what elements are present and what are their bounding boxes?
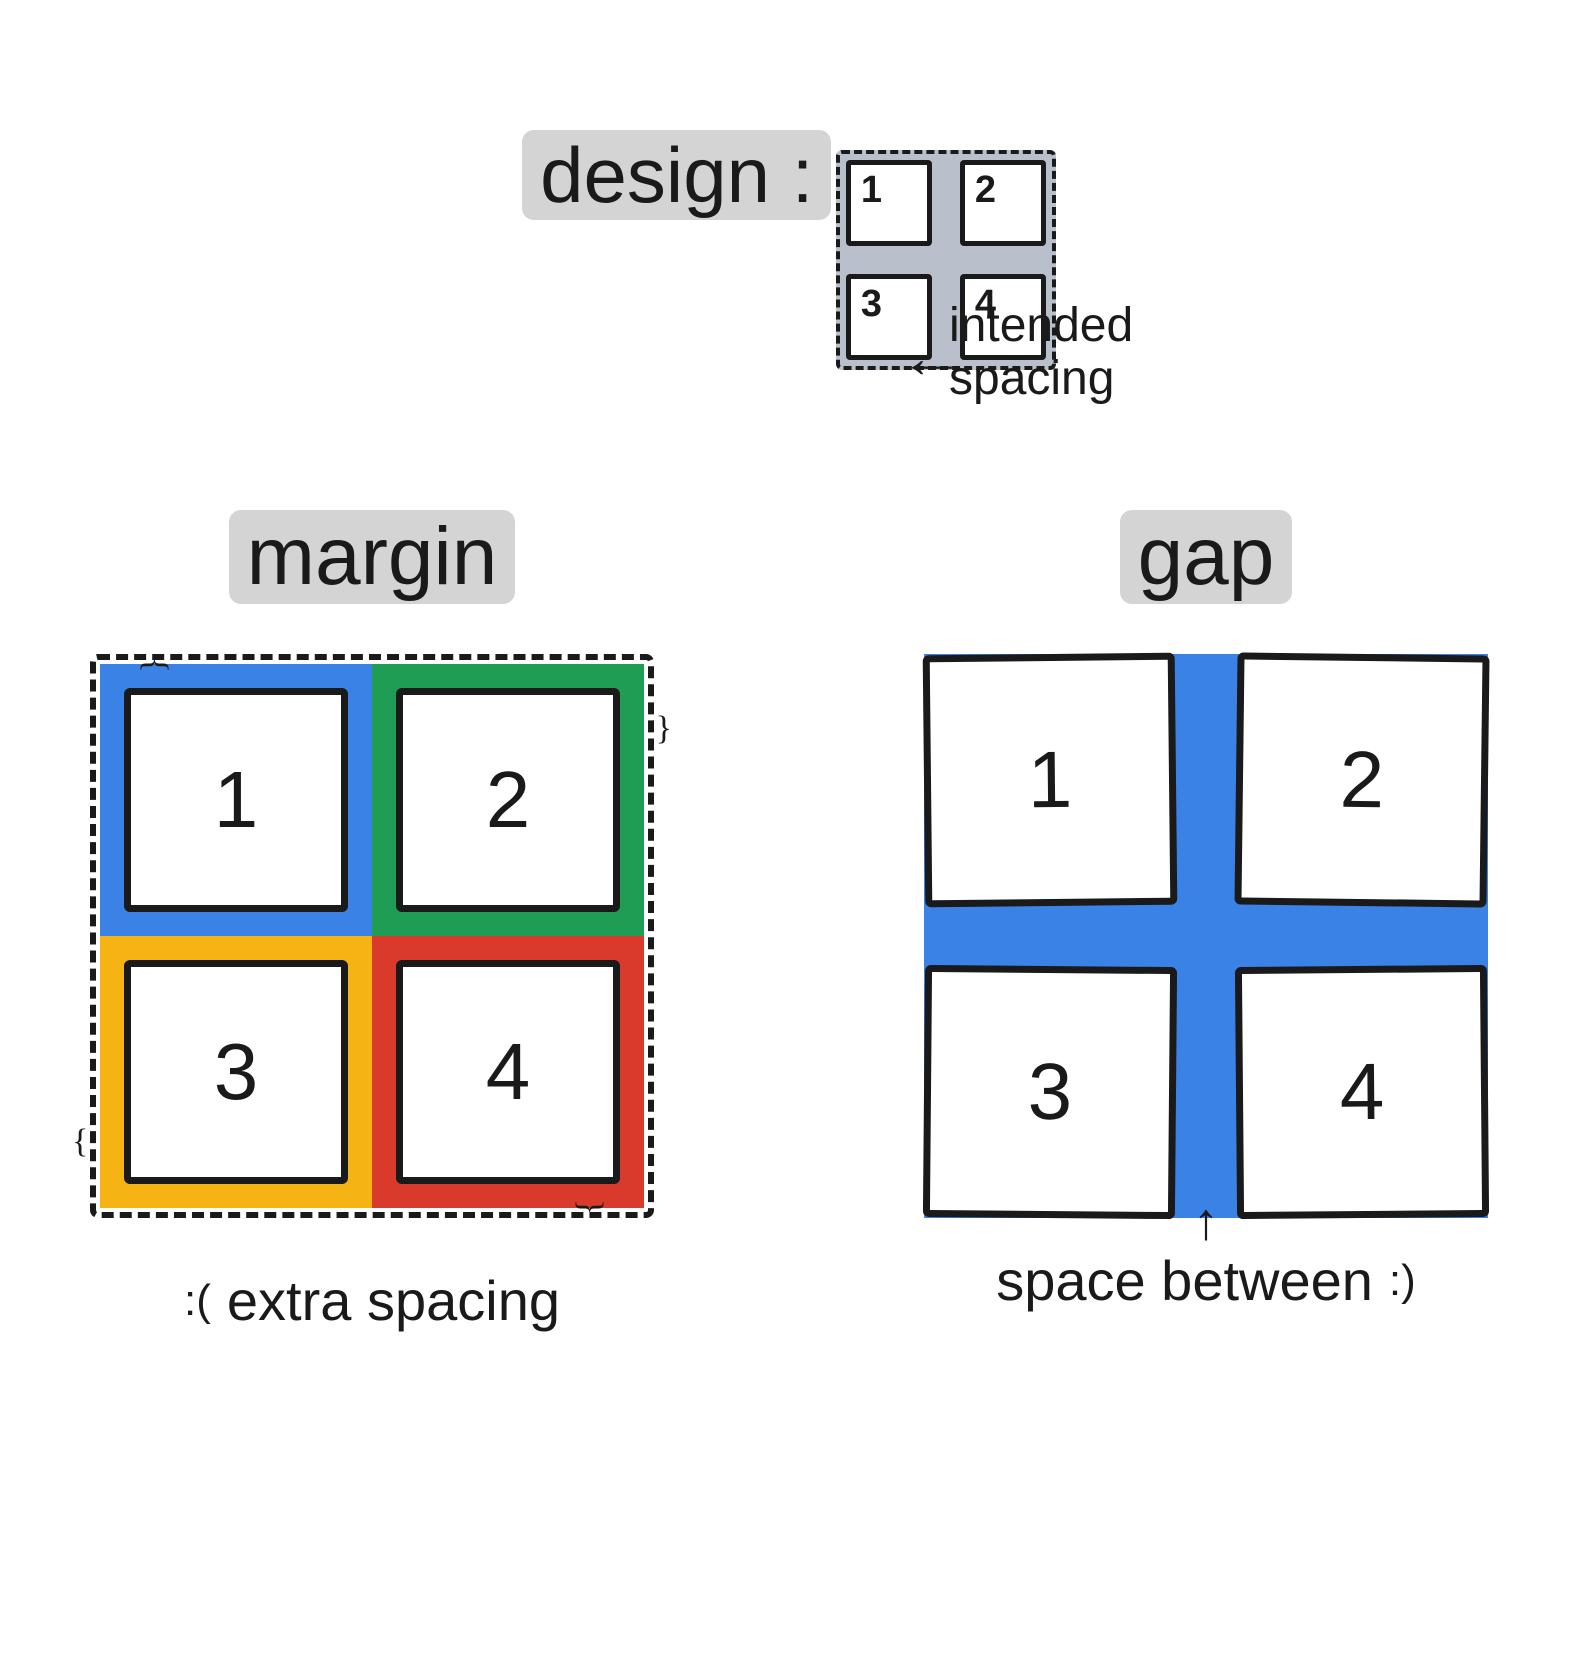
margin-diagram: } } } } 1 2 3 4 bbox=[90, 654, 654, 1218]
margin-cell-number: 1 bbox=[124, 688, 348, 912]
gap-diagram: 1 2 3 4 bbox=[924, 654, 1488, 1218]
margin-caption-text: extra spacing bbox=[227, 1268, 560, 1333]
gap-cell-3: 3 bbox=[923, 965, 1177, 1219]
curly-brace-icon: } bbox=[135, 657, 173, 673]
arrow-up-icon: ↑ bbox=[1193, 1192, 1219, 1252]
comparison-row: margin } } } } 1 2 3 4 :( extra spacing bbox=[0, 510, 1578, 1333]
design-annotation: intendedspacing bbox=[949, 300, 1133, 406]
margin-caption: :( extra spacing bbox=[184, 1268, 560, 1333]
margin-cell-number: 4 bbox=[396, 960, 620, 1184]
sad-face-icon: :( bbox=[184, 1276, 211, 1326]
gap-cell-4: 4 bbox=[1235, 965, 1489, 1219]
gap-cell-1: 1 bbox=[923, 653, 1178, 908]
design-cell-2: 2 bbox=[960, 160, 1046, 246]
gap-caption: ↑ space between :) bbox=[996, 1248, 1416, 1313]
gap-column: gap 1 2 3 4 ↑ space between :) bbox=[924, 510, 1488, 1333]
margin-cell-3: 3 bbox=[100, 936, 372, 1208]
curly-brace-icon: } bbox=[72, 1124, 88, 1162]
design-title: design : bbox=[522, 130, 831, 220]
margin-column: margin } } } } 1 2 3 4 :( extra spacing bbox=[90, 510, 654, 1333]
margin-cell-4: 4 bbox=[372, 936, 644, 1208]
gap-cell-2: 2 bbox=[1234, 652, 1489, 907]
design-cell-1: 1 bbox=[846, 160, 932, 246]
margin-cell-number: 2 bbox=[396, 688, 620, 912]
smile-face-icon: :) bbox=[1389, 1256, 1416, 1306]
gap-title: gap bbox=[1120, 510, 1293, 604]
margin-cell-number: 3 bbox=[124, 960, 348, 1184]
curly-brace-icon: } bbox=[656, 710, 672, 748]
gap-caption-text: space between bbox=[996, 1248, 1373, 1313]
margin-cell-1: 1 bbox=[100, 664, 372, 936]
curly-brace-icon: } bbox=[571, 1199, 609, 1215]
margin-cell-2: 2 bbox=[372, 664, 644, 936]
design-section: design : 1 2 3 4 ← intendedspacing bbox=[0, 120, 1578, 370]
margin-title: margin bbox=[229, 510, 516, 604]
